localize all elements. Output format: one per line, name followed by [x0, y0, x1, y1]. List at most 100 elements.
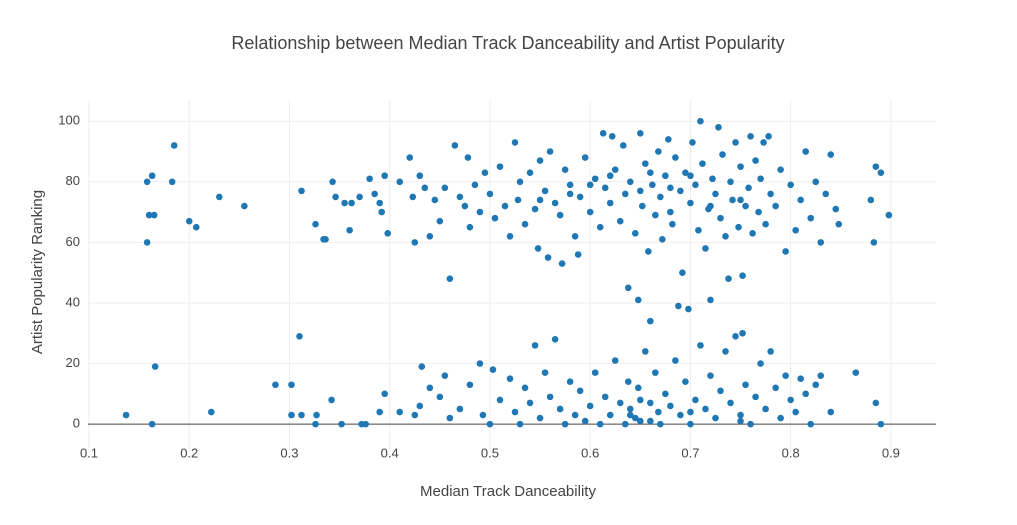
scatter-point: [645, 248, 652, 255]
scatter-point: [817, 372, 825, 379]
scatter-point: [817, 239, 825, 246]
scatter-point: [787, 396, 794, 404]
scatter-point: [717, 387, 724, 395]
scatter-point: [755, 208, 762, 216]
scatter-point: [749, 229, 756, 237]
scatter-point: [586, 181, 594, 189]
scatter-point: [752, 157, 759, 164]
scatter-point: [514, 196, 522, 204]
scatter-point: [685, 305, 692, 313]
scatter-point: [792, 226, 799, 234]
scatter-point: [431, 196, 439, 204]
scatter-point: [657, 193, 664, 201]
scatter-point: [626, 405, 634, 413]
scatter-point: [596, 420, 604, 428]
scatter-point: [677, 187, 684, 195]
scatter-point: [576, 193, 584, 201]
scatter-point: [692, 396, 699, 404]
x-tick-label: 0.4: [381, 445, 399, 460]
scatter-point: [687, 172, 694, 180]
scatter-point: [296, 332, 303, 340]
scatter-point: [461, 202, 469, 210]
scatter-point: [561, 166, 569, 173]
scatter-point: [574, 251, 582, 258]
scatter-point: [677, 411, 684, 419]
scatter-point: [702, 245, 709, 252]
scatter-point: [752, 393, 759, 401]
scatter-point: [634, 296, 642, 304]
scatter-point: [531, 205, 539, 213]
scatter-point: [737, 411, 744, 419]
scatter-point: [637, 396, 644, 404]
scatter-point: [802, 148, 809, 155]
scatter-point: [406, 154, 414, 161]
y-tick-label: 0: [73, 416, 80, 431]
scatter-point: [655, 408, 662, 416]
scatter-point: [621, 190, 629, 198]
scatter-point: [777, 414, 784, 422]
scatter-point: [667, 402, 674, 410]
scatter-point: [757, 360, 764, 367]
x-tick-label: 0.7: [681, 445, 699, 460]
scatter-point: [870, 239, 878, 246]
scatter-point: [143, 178, 151, 186]
scatter-point: [725, 275, 732, 283]
scatter-point: [416, 172, 424, 180]
y-tick-label: 40: [66, 294, 80, 309]
scatter-point: [872, 163, 880, 170]
scatter-point: [802, 390, 809, 398]
scatter-point: [148, 172, 156, 180]
scatter-point: [621, 420, 629, 428]
scatter-point: [298, 411, 305, 419]
scatter-point: [516, 178, 524, 186]
x-tick-label: 0.2: [180, 445, 198, 460]
scatter-point: [536, 196, 544, 204]
scatter-point: [665, 136, 672, 143]
scatter-point: [591, 369, 599, 376]
scatter-point: [396, 178, 404, 186]
scatter-point: [687, 199, 694, 207]
scatter-point: [511, 139, 519, 146]
scatter-point: [739, 329, 746, 337]
scatter-point: [506, 233, 514, 240]
scatter-point: [692, 181, 699, 189]
scatter-point: [745, 184, 752, 192]
scatter-point: [298, 187, 305, 195]
scatter-point: [546, 393, 554, 401]
scatter-point: [288, 411, 295, 419]
scatter-point: [466, 381, 474, 389]
scatter-point: [491, 214, 499, 222]
scatter-point: [707, 372, 714, 379]
scatter-point: [496, 396, 504, 404]
scatter-point: [608, 133, 616, 140]
scatter-point: [151, 363, 159, 370]
scatter-point: [732, 139, 739, 146]
scatter-point: [348, 199, 355, 207]
scatter-point: [571, 233, 579, 240]
scatter-point: [619, 142, 627, 149]
scatter-point: [877, 420, 885, 428]
scatter-point: [168, 178, 176, 186]
scatter-point: [832, 205, 840, 213]
scatter-point: [451, 142, 459, 149]
scatter-point: [313, 411, 320, 419]
scatter-point: [332, 193, 339, 201]
scatter-point: [877, 169, 885, 177]
scatter-point: [682, 378, 689, 386]
scatter-point: [411, 411, 419, 419]
scatter-point: [601, 184, 609, 192]
scatter-point: [371, 190, 378, 198]
scatter-point: [338, 420, 345, 428]
scatter-point: [476, 208, 484, 216]
scatter-point: [631, 229, 639, 237]
scatter-point: [556, 405, 564, 413]
scatter-point: [747, 133, 754, 140]
scatter-point: [807, 214, 815, 222]
scatter-point: [762, 220, 769, 228]
scatter-point: [376, 408, 383, 416]
scatter-point: [762, 405, 769, 413]
scatter-point: [772, 384, 779, 392]
scatter-point: [558, 260, 566, 267]
scatter-point: [366, 175, 373, 183]
scatter-point: [807, 420, 815, 428]
